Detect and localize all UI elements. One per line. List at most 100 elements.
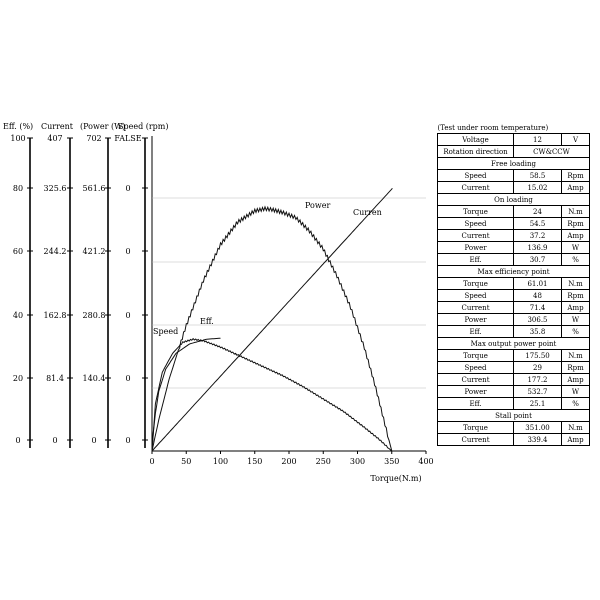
y-axis-header-4: Speed (rpm): [118, 122, 169, 131]
row-unit: Amp: [560, 181, 591, 194]
x-tick-label: 300: [350, 457, 365, 466]
table-row: Rotation direction CW&CCW: [437, 145, 591, 158]
row-value: 351.00: [513, 421, 562, 434]
row-value: 30.7: [513, 253, 562, 266]
row-unit: N.m: [560, 277, 591, 290]
row-label: Current: [437, 229, 514, 242]
table-row: Speed 48 Rpm: [437, 289, 591, 302]
row-unit: Amp: [560, 229, 591, 242]
table-title: (Test under room temperature): [437, 123, 549, 132]
row-label: Power: [437, 241, 514, 254]
table-row: Current 339.4 Amp: [437, 433, 591, 446]
row-label: Speed: [437, 289, 514, 302]
table-row: Eff. 25.1%: [437, 397, 591, 410]
row-value: 175.50: [513, 349, 562, 362]
y-tick-label: 0: [125, 311, 130, 320]
y-tick-label: 0: [91, 436, 96, 445]
y-tick-label: 0: [125, 436, 130, 445]
table-row: Speed 54.5 Rpm: [437, 217, 591, 230]
y-axis-header-2: Current: [41, 122, 74, 131]
row-value: 29: [513, 361, 562, 374]
row-value: 35.8: [513, 325, 562, 338]
x-tick-label: 0: [149, 457, 154, 466]
table-row: Free loading: [436, 157, 591, 170]
y-tick-label: 140.4: [83, 374, 106, 383]
y-tick-label: 244.2: [44, 247, 67, 256]
row-value: CW&CCW: [512, 145, 591, 158]
x-tick-label: 250: [316, 457, 331, 466]
row-value: 71.4: [513, 301, 562, 314]
row-unit: N.m: [560, 349, 591, 362]
row-unit: N.m: [560, 205, 591, 218]
row-label: Eff.: [437, 253, 514, 266]
y-axis-header-3: (Power (W): [80, 122, 125, 131]
row-value: 48: [513, 289, 562, 302]
row-unit: %: [560, 253, 591, 266]
y-tick-label: 325.6: [44, 184, 67, 193]
y-tick-label: 100: [10, 134, 25, 143]
table-row: Speed 58.5 Rpm: [437, 169, 591, 182]
table-row: Torque 24 N.m: [437, 205, 591, 218]
table-row: Speed 29 Rpm: [437, 361, 591, 374]
table-row: Current 15.02 Amp: [437, 181, 591, 194]
y-tick-label: 60: [13, 247, 23, 256]
y-tick-label: 702: [86, 134, 101, 143]
table-row: Eff. 35.8%: [437, 325, 591, 338]
table-row: Voltage 12 V: [437, 133, 591, 146]
row-value: 532.7: [513, 385, 562, 398]
table-row: Max output power point: [436, 337, 591, 350]
x-tick-label: 100: [213, 457, 228, 466]
section-heading: Stall point: [436, 409, 591, 422]
y-tick-label: 421.2: [83, 247, 106, 256]
row-label: Current: [437, 373, 514, 386]
y-tick-label: 81.4: [46, 374, 64, 383]
table-row: Max efficiency point: [436, 265, 591, 278]
row-unit: %: [560, 325, 591, 338]
row-label: Current: [437, 301, 514, 314]
y-tick-label: 0: [15, 436, 20, 445]
row-unit: V: [560, 133, 591, 146]
row-label: Current: [437, 433, 514, 446]
table-row: On loading: [436, 193, 591, 206]
row-label: Torque: [437, 421, 514, 434]
row-label: Eff.: [437, 397, 514, 410]
table-row: Torque 175.50 N.m: [437, 349, 591, 362]
row-value: 24: [513, 205, 562, 218]
y-tick-label: 40: [13, 311, 23, 320]
section-heading: Free loading: [436, 157, 591, 170]
row-label: Torque: [437, 349, 514, 362]
series-line-eff: [151, 337, 393, 452]
series-label: Speed: [153, 327, 178, 336]
row-value: 58.5: [513, 169, 562, 182]
row-unit: N.m: [560, 421, 591, 434]
table-row: Eff. 30.7%: [437, 253, 591, 266]
row-label: Torque: [437, 277, 514, 290]
series-line-power: [151, 205, 393, 452]
row-label: Torque: [437, 205, 514, 218]
x-tick-label: 150: [247, 457, 262, 466]
row-value: 15.02: [513, 181, 562, 194]
section-heading: Max output power point: [436, 337, 591, 350]
table-row: Current 177.2 Amp: [437, 373, 591, 386]
row-label: Rotation direction: [437, 145, 514, 158]
row-label: Current: [437, 181, 514, 194]
y-tick-label: 561.6: [83, 184, 106, 193]
row-label: Voltage: [437, 133, 514, 146]
spec-table: (Test under room temperature) Voltage 12 V R…: [436, 122, 591, 446]
plot-area: 0 50 100 150 200 250 300 350 400 Torque(N.m) Power…: [149, 136, 434, 483]
table-row: Power 306.5 W: [437, 313, 591, 326]
row-unit: Rpm: [560, 361, 591, 374]
series-label: Curren: [353, 208, 382, 217]
row-unit: W: [560, 313, 591, 326]
row-label: Power: [437, 313, 514, 326]
y-tick-label: 280.8: [83, 311, 106, 320]
row-unit: Rpm: [560, 169, 591, 182]
row-label: Power: [437, 385, 514, 398]
section-heading: On loading: [436, 193, 591, 206]
row-unit: Amp: [560, 373, 591, 386]
y-axes-group: Eff. (%) 100 80 60 40 20 0 Current 407 325.6 244.2…: [3, 122, 169, 448]
y-tick-label: 0: [52, 436, 57, 445]
series-line-speed: [151, 337, 221, 452]
table-row: Torque 351.00 N.m: [437, 421, 591, 434]
row-label: Speed: [437, 361, 514, 374]
